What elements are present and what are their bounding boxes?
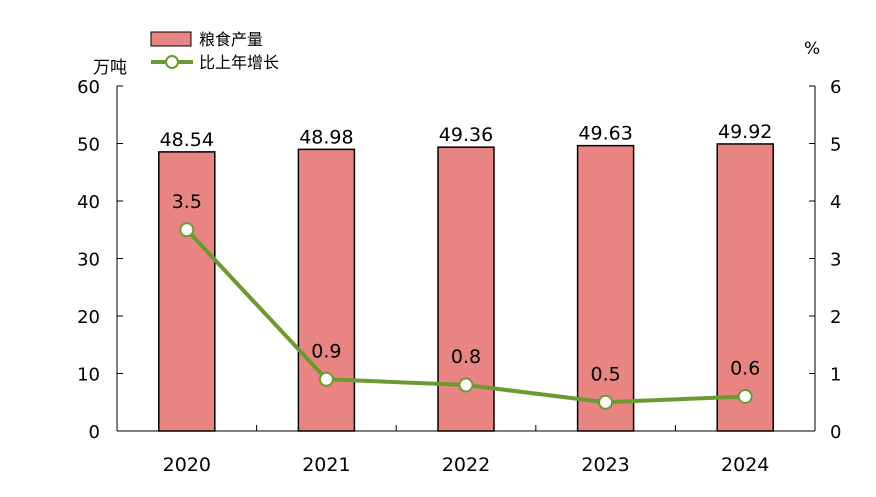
line-point — [737, 389, 753, 404]
legend-bar-swatch — [150, 31, 192, 47]
bar — [297, 148, 356, 432]
left-axis-unit: 万吨 — [93, 58, 127, 78]
left-tick-label: 20 — [77, 307, 100, 328]
axes: 0 10 20 30 40 50 60 0 1 2 3 4 5 6 2020 2021 2022 2023 2024 — [77, 77, 841, 476]
left-tick-label: 10 — [77, 365, 100, 386]
left-tick-label: 60 — [77, 77, 100, 98]
left-tick-label: 0 — [89, 422, 100, 443]
bar-data-label: 48.98 — [299, 126, 353, 148]
legend-line-marker — [165, 55, 179, 69]
bar-data-label: 49.63 — [578, 123, 632, 145]
line-series: 3.5 0.9 0.8 0.5 0.6 — [172, 191, 760, 410]
legend-line-label: 比上年增长 — [199, 53, 279, 72]
bars: 48.54 48.98 49.36 49.63 49.92 — [158, 121, 774, 432]
line-data-label: 0.6 — [730, 358, 760, 380]
line-point — [458, 377, 474, 393]
bar-data-label: 49.92 — [718, 121, 772, 143]
x-tick-label: 2023 — [581, 454, 629, 476]
line-data-label: 3.5 — [172, 191, 202, 213]
bar — [716, 143, 774, 432]
right-axis-unit: % — [804, 39, 820, 59]
line-data-label: 0.8 — [451, 346, 481, 368]
right-tick-label: 2 — [830, 307, 841, 328]
legend-bar-label: 粮食产量 — [199, 30, 263, 49]
bar-data-label: 49.36 — [439, 124, 493, 146]
legend: 粮食产量 比上年增长 — [150, 30, 279, 72]
bar-data-label: 48.54 — [160, 129, 214, 151]
right-tick-label: 1 — [830, 365, 841, 386]
x-tick-label: 2020 — [163, 454, 211, 476]
line-data-label: 0.5 — [590, 363, 620, 385]
bar — [158, 151, 216, 432]
x-tick-label: 2021 — [302, 454, 350, 476]
bar — [576, 144, 635, 432]
right-tick-label: 0 — [830, 422, 841, 443]
line-point — [179, 222, 195, 238]
x-tick-label: 2024 — [721, 454, 769, 476]
right-tick-label: 5 — [830, 135, 841, 156]
left-tick-label: 30 — [77, 250, 100, 271]
line-data-label: 0.9 — [311, 340, 341, 362]
left-tick-label: 50 — [77, 135, 100, 156]
line-point — [318, 371, 334, 387]
right-tick-label: 6 — [830, 77, 841, 98]
left-tick-label: 40 — [77, 192, 100, 213]
x-tick-label: 2022 — [442, 454, 490, 476]
right-tick-label: 4 — [830, 192, 841, 213]
right-tick-label: 3 — [830, 250, 841, 271]
line-point — [598, 394, 614, 410]
